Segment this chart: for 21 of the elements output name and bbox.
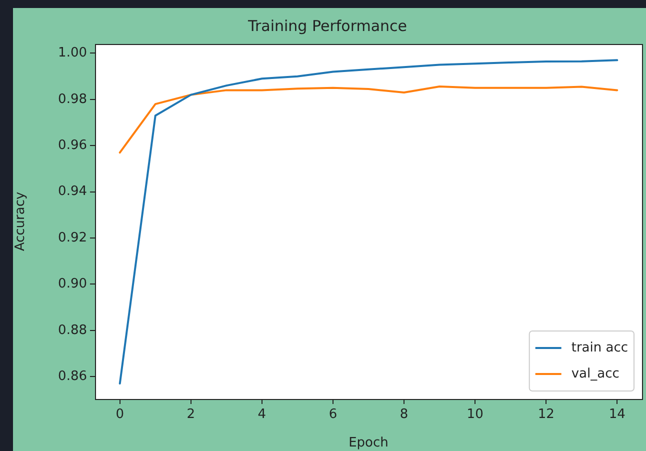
y-tick-label: 0.98 [58,92,87,107]
chart-title: Training Performance [246,16,408,35]
y-tick-label: 1.00 [58,46,87,61]
y-tick-label: 0.96 [58,138,87,153]
y-tick-label: 0.90 [58,276,87,292]
legend-label: train acc [571,340,628,356]
x-tick-label: 6 [328,407,338,422]
y-tick-label: 0.92 [58,230,87,246]
x-axis-title: Epoch [348,436,388,451]
x-tick-label: 14 [608,407,626,422]
x-tick-label: 10 [466,407,484,422]
x-tick-label: 4 [258,407,266,422]
x-tick-label: 12 [538,407,554,422]
x-tick-label: 2 [186,407,196,422]
y-tick-label: 0.86 [58,368,87,384]
y-tick-label: 0.88 [58,322,87,338]
legend-label: val_acc [571,366,620,382]
y-tick-label: 0.94 [58,184,87,200]
y-axis-title: Accuracy [13,192,28,252]
x-tick-label: 8 [400,407,408,422]
x-tick-label: 0 [116,407,124,422]
